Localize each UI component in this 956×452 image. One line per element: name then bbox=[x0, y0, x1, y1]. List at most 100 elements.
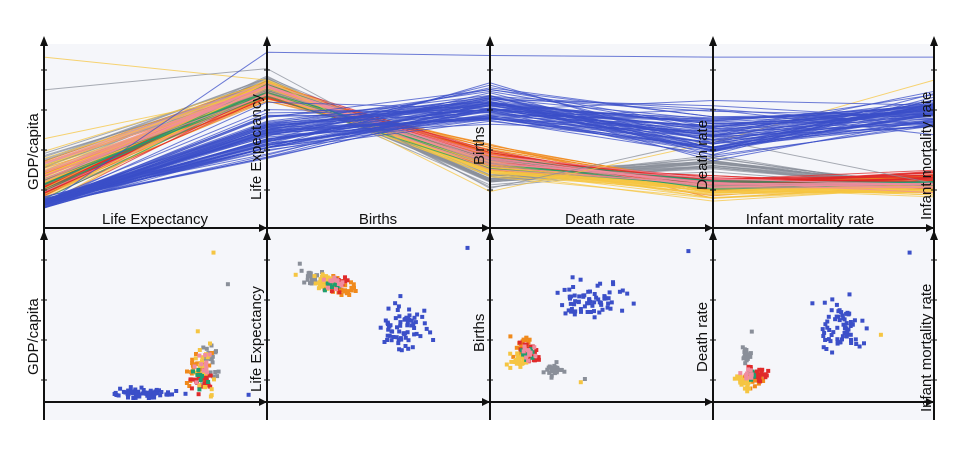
scatter-point bbox=[134, 391, 139, 395]
axis-label-births-top: Births bbox=[471, 127, 488, 165]
scatter-point bbox=[862, 341, 866, 346]
axis-labels: GDP/capita Life Expectancy Births Death … bbox=[25, 92, 935, 412]
scatter-point bbox=[620, 308, 625, 313]
scatter-point bbox=[847, 292, 852, 297]
scatter-point bbox=[318, 277, 323, 282]
scatter-point bbox=[514, 345, 519, 350]
scatter-point bbox=[758, 379, 763, 384]
scatter-point bbox=[319, 274, 324, 279]
scatter-point bbox=[857, 344, 862, 349]
scatter-point bbox=[526, 340, 531, 345]
scatter-point bbox=[752, 384, 757, 389]
scatter-point bbox=[582, 304, 587, 309]
scatter-point bbox=[823, 338, 828, 342]
scatter-point bbox=[830, 297, 835, 302]
scatter-point bbox=[829, 308, 834, 313]
scatter-point bbox=[193, 356, 198, 361]
scatter-point bbox=[212, 377, 216, 382]
scatter-point bbox=[518, 351, 523, 356]
scatter-point bbox=[125, 391, 130, 396]
scatter-point bbox=[744, 376, 749, 381]
scatter-point bbox=[745, 385, 750, 390]
scatter-point bbox=[205, 355, 210, 360]
scatter-point bbox=[207, 352, 212, 357]
scatter-point bbox=[352, 285, 356, 290]
axis-arrow-right bbox=[482, 398, 490, 406]
scatter-point bbox=[581, 293, 586, 298]
scatter-point bbox=[189, 386, 194, 391]
scatter-point bbox=[403, 331, 408, 336]
scatter-point bbox=[328, 276, 333, 281]
scatter-point bbox=[533, 353, 538, 358]
axis-arrow-right bbox=[926, 398, 934, 406]
scatter-point bbox=[465, 245, 470, 250]
scatter-point bbox=[568, 301, 573, 306]
scatter-point bbox=[748, 368, 753, 373]
scatter-point bbox=[508, 351, 513, 356]
scatter-point bbox=[519, 355, 524, 360]
scatter-point bbox=[133, 387, 138, 392]
scatter-point bbox=[545, 367, 550, 372]
scatter-point bbox=[830, 350, 835, 355]
scatter-point bbox=[183, 391, 188, 396]
scatter-point bbox=[554, 360, 559, 365]
scatter-point bbox=[203, 353, 208, 358]
scatter-point bbox=[205, 370, 209, 375]
scatter-point bbox=[398, 320, 403, 325]
scatter-point bbox=[526, 348, 530, 353]
scatter-point bbox=[617, 289, 622, 294]
scatter-point bbox=[607, 290, 612, 295]
scatter-point bbox=[588, 289, 592, 294]
scatter-point bbox=[835, 337, 840, 342]
scatter-point bbox=[329, 285, 334, 289]
scatter-point bbox=[133, 395, 138, 400]
scatter-point bbox=[216, 369, 221, 374]
scatter-point bbox=[322, 288, 327, 293]
scatter-point bbox=[754, 369, 759, 374]
scatter-point bbox=[149, 395, 154, 399]
scatter-point bbox=[527, 351, 532, 356]
scatter-point bbox=[378, 325, 383, 330]
scatter-point bbox=[204, 375, 209, 380]
scatter-point bbox=[853, 337, 858, 342]
scatter-point bbox=[118, 386, 123, 391]
scatter-point bbox=[848, 332, 853, 337]
scatter-point bbox=[202, 382, 207, 387]
scatter-point bbox=[201, 376, 206, 381]
scatter-point bbox=[317, 280, 322, 285]
scatter-point bbox=[820, 327, 825, 332]
scatter-point bbox=[573, 299, 578, 304]
scatter-point bbox=[763, 375, 768, 380]
scatter-point bbox=[840, 337, 844, 342]
axis-label-infant-mortality-scatter: Infant mortality rate bbox=[918, 284, 935, 412]
scatter-point bbox=[188, 377, 193, 382]
scatter-point bbox=[397, 347, 402, 352]
axis-label-births-scatter: Births bbox=[471, 314, 488, 352]
scatter-point bbox=[752, 374, 757, 379]
scatter-point bbox=[555, 365, 560, 370]
scatter-point bbox=[336, 282, 341, 286]
scatter-point bbox=[597, 310, 602, 315]
scatter-point bbox=[522, 344, 527, 349]
scatter-point bbox=[508, 365, 513, 370]
scatter-point bbox=[608, 306, 613, 311]
scatter-point bbox=[208, 370, 213, 375]
scatter-point bbox=[398, 323, 403, 328]
scatter-point bbox=[402, 317, 407, 322]
scatter-point bbox=[605, 305, 610, 310]
axis-arrow-up bbox=[930, 36, 938, 46]
scatter-point bbox=[209, 387, 214, 392]
scatter-point bbox=[424, 326, 429, 331]
axis-arrow-up bbox=[263, 230, 271, 240]
scatter-point bbox=[131, 396, 136, 400]
scatter-point bbox=[521, 356, 526, 361]
scatter-point bbox=[210, 360, 215, 365]
scatter-point bbox=[200, 355, 205, 360]
scatter-point bbox=[422, 321, 427, 326]
scatter-point bbox=[744, 371, 749, 376]
scatter-point bbox=[744, 350, 749, 355]
scatter-point bbox=[152, 395, 157, 400]
scatter-point bbox=[599, 302, 604, 307]
scatter-point bbox=[308, 281, 312, 286]
scatter-point bbox=[829, 333, 834, 337]
